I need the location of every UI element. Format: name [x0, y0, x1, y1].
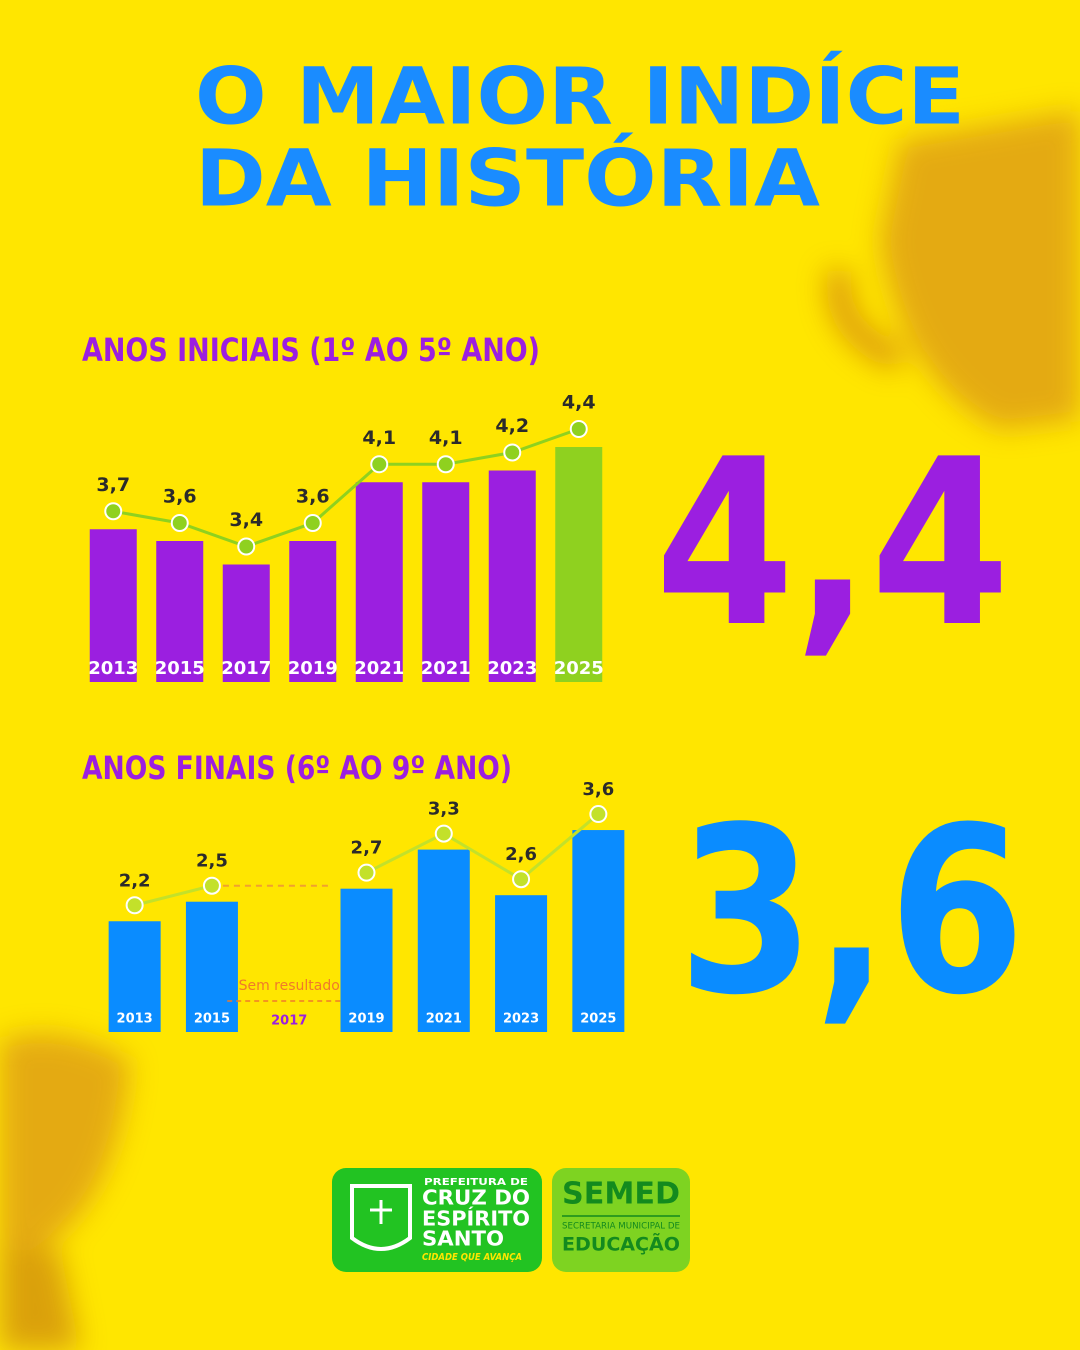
value-label: 3,3: [428, 799, 460, 820]
value-label: 4,2: [495, 415, 529, 437]
bar: [108, 921, 161, 1032]
x-tick-label: 2015: [155, 658, 205, 679]
x-tick-label: 2019: [288, 658, 338, 679]
city-emblem: [350, 1184, 412, 1251]
value-label: 2,6: [505, 844, 537, 865]
city-name: SANTO: [422, 1227, 504, 1251]
semed-subtitle: SECRETARIA MUNICIPAL DE: [562, 1222, 680, 1232]
trend-dot: [503, 443, 522, 462]
bar: [185, 901, 238, 1032]
trend-dot: [303, 514, 322, 532]
trend-dot: [170, 514, 189, 532]
footer: PREFEITURA DE CRUZ DO ESPÍRITO SANTO CID…: [332, 1168, 690, 1272]
trend-dot: [512, 870, 531, 889]
bar: [355, 482, 403, 682]
bar: [422, 482, 470, 682]
bar: [156, 541, 204, 682]
bar: [89, 529, 137, 682]
trend-dot: [370, 455, 389, 474]
x-tick-label: 2025: [554, 658, 604, 679]
x-tick-label: 2021: [426, 1012, 462, 1027]
x-tick-label: 2023: [503, 1012, 539, 1027]
x-tick-label: 2017: [271, 1014, 307, 1029]
city-logo: [332, 1168, 542, 1272]
bar: [555, 447, 603, 682]
trend-dot: [357, 863, 376, 882]
trend-dot: [202, 876, 221, 895]
trend-dot: [125, 896, 144, 915]
x-tick-label: 2013: [117, 1012, 153, 1027]
value-label: 3,6: [582, 779, 614, 800]
x-tick-label: 2017: [221, 658, 271, 679]
semed-name: SEMED: [562, 1177, 680, 1212]
x-tick-label: 2015: [194, 1012, 230, 1027]
city-name: ESPÍRITO: [422, 1207, 530, 1231]
highlight-value: 3,6: [678, 779, 1025, 1046]
trend-line: [134, 812, 600, 907]
trend-dot: [569, 420, 588, 438]
annotation: Sem resultado: [239, 978, 340, 994]
city-name: CRUZ DO: [422, 1186, 530, 1210]
value-label: 3,6: [163, 486, 197, 508]
value-label: 4,1: [429, 427, 463, 449]
x-tick-label: 2021: [421, 658, 471, 679]
title-line: DA HISTÓRIA: [195, 132, 820, 224]
x-tick-label: 2019: [348, 1012, 384, 1027]
bar: [495, 895, 548, 1032]
value-label: 4,4: [562, 392, 596, 414]
highlight-value: 4,4: [655, 411, 1010, 678]
city-prefix: PREFEITURA DE: [424, 1177, 528, 1188]
decoration-trophy: [0, 110, 1080, 1350]
bar: [417, 849, 470, 1032]
value-label: 2,5: [196, 851, 228, 872]
semed-logo: [552, 1168, 690, 1272]
bar: [222, 564, 270, 682]
bar: [289, 541, 337, 682]
title-line: O MAIOR INDÍCE: [195, 50, 965, 142]
trend-dot: [104, 502, 123, 521]
bar: [488, 470, 536, 682]
city-slogan: CIDADE QUE AVANÇA: [422, 1252, 522, 1263]
value-label: 3,7: [96, 474, 130, 496]
trend-dot: [434, 824, 453, 843]
value-label: 3,4: [229, 509, 263, 531]
trend-dot: [237, 537, 256, 556]
x-tick-label: 2023: [487, 658, 537, 679]
city-emblem: [370, 1200, 392, 1224]
title: O MAIOR INDÍCE DA HISTÓRIA: [195, 50, 965, 224]
bar: [340, 888, 393, 1032]
semed-area: EDUCAÇÃO: [562, 1232, 680, 1256]
x-tick-label: 2021: [354, 658, 404, 679]
bar: [572, 830, 625, 1032]
trend-line: [112, 427, 580, 549]
trend-dot: [436, 455, 455, 474]
chart-title: ANOS INICIAIS (1º AO 5º ANO): [82, 331, 540, 369]
chart-title: ANOS FINAIS (6º AO 9º ANO): [82, 749, 512, 787]
x-tick-label: 2025: [580, 1012, 616, 1027]
value-label: 4,1: [362, 427, 396, 449]
value-label: 2,7: [351, 838, 383, 859]
value-label: 2,2: [119, 870, 151, 891]
x-tick-label: 2013: [88, 658, 138, 679]
trend-dot: [589, 805, 608, 824]
value-label: 3,6: [296, 486, 330, 508]
